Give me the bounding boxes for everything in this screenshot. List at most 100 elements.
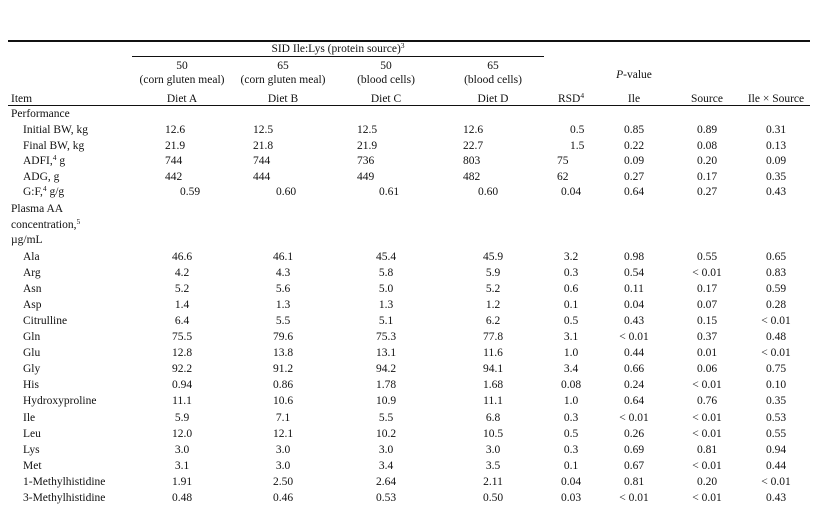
cell-diet-a: 6.4 (174, 315, 190, 328)
cell-p-ile: 0.66 (623, 363, 645, 376)
cell-rsd: 0.1 (563, 299, 579, 312)
cell-p-interaction: 0.55 (765, 427, 787, 440)
diet-d-header: Diet D (477, 93, 509, 105)
cell-p-ile: 0.27 (624, 170, 645, 183)
cell-rsd: 3.1 (563, 331, 579, 344)
cell-diet-b: 10.6 (272, 395, 294, 408)
cell-diet-a: 11.1 (172, 395, 192, 408)
cell-diet-d: 94.1 (482, 363, 504, 376)
cell-p-source: < 0.01 (692, 379, 722, 392)
cell-diet-d: 0.50 (482, 491, 504, 504)
cell-diet-a: 46.6 (171, 251, 193, 263)
row-item-label: Asp (23, 299, 42, 312)
row-item-label: ADFI,4 g (23, 153, 66, 168)
cell-diet-d: 5.9 (485, 267, 501, 280)
cell-diet-a: 442 (165, 170, 183, 183)
cell-diet-c: 1.3 (378, 299, 394, 312)
diet-a-header: Diet A (166, 93, 198, 105)
cell-p-source: < 0.01 (692, 491, 722, 504)
cell-diet-d: 6.2 (485, 315, 501, 328)
cell-p-source: 0.37 (696, 331, 718, 344)
cell-p-ile: 0.81 (623, 475, 645, 488)
cell-diet-b: 46.1 (272, 251, 294, 263)
cell-diet-c: 449 (357, 170, 375, 183)
cell-diet-a: 92.2 (171, 363, 193, 376)
cell-p-source: < 0.01 (692, 459, 722, 472)
cell-p-source: 0.01 (696, 347, 718, 360)
cell-diet-c: 3.4 (378, 459, 394, 472)
cell-diet-c: 5.1 (378, 315, 394, 328)
cell-diet-a: 75.5 (171, 331, 193, 344)
cell-diet-d: 11.6 (483, 347, 503, 360)
cell-diet-a: 1.91 (171, 475, 193, 488)
item-header: Item (11, 93, 33, 105)
diet-c-header: Diet C (370, 93, 402, 105)
cell-p-interaction: 0.65 (765, 251, 787, 263)
group-underline (132, 56, 544, 57)
cell-diet-c: 3.0 (378, 443, 394, 456)
cell-rsd: 0.3 (563, 267, 579, 280)
cell-diet-d: 6.8 (485, 411, 501, 424)
cell-p-source: < 0.01 (692, 267, 722, 280)
cell-diet-c: 1.78 (375, 379, 397, 392)
cell-rsd: 0.6 (563, 283, 579, 296)
cell-diet-d: 803 (463, 155, 481, 168)
cell-diet-b: 1.3 (275, 299, 291, 312)
row-item-label: G:F,4 g/g (23, 184, 65, 199)
cell-p-ile: < 0.01 (619, 491, 649, 504)
row-item-label: 3-Methylhistidine (23, 491, 106, 504)
cell-diet-b: 7.1 (275, 411, 291, 424)
cell-diet-b: 0.86 (272, 379, 294, 392)
cell-rsd: 1.0 (563, 395, 579, 408)
cell-p-source: 0.76 (696, 395, 718, 408)
cell-diet-c: 736 (357, 155, 375, 168)
cell-p-ile: 0.22 (624, 139, 645, 152)
cell-p-interaction: < 0.01 (761, 315, 791, 328)
cell-diet-d: 12.6 (463, 124, 484, 136)
cell-diet-a: 21.9 (165, 139, 186, 152)
cell-rsd: 0.04 (561, 186, 582, 199)
row-item-label: Ala (23, 251, 40, 263)
cell-p-ile: 0.64 (624, 186, 645, 199)
cell-p-interaction: 0.83 (765, 267, 787, 280)
cell-p-interaction: 0.35 (765, 395, 787, 408)
cell-diet-c: 12.5 (357, 124, 378, 136)
ile-header: Ile (627, 93, 641, 105)
cell-p-source: 0.27 (697, 186, 718, 199)
cell-rsd: 0.5 (563, 427, 579, 440)
cell-diet-b: 0.60 (276, 186, 297, 199)
cell-p-interaction: 0.35 (766, 170, 787, 183)
cell-p-interaction: < 0.01 (761, 475, 791, 488)
cell-diet-a: 12.6 (165, 124, 186, 136)
cell-rsd: 0.5 (570, 124, 585, 136)
row-item-label: His (23, 379, 39, 392)
cell-diet-b: 5.5 (275, 315, 291, 328)
row-item-label: Gly (23, 363, 41, 376)
cell-diet-d: 5.2 (485, 283, 501, 296)
cell-diet-d: 2.11 (483, 475, 503, 488)
cell-p-interaction: 0.09 (766, 155, 787, 168)
cell-p-interaction: < 0.01 (761, 347, 791, 360)
cell-diet-d: 3.5 (485, 459, 501, 472)
cell-diet-c: 21.9 (357, 139, 378, 152)
cell-diet-a: 0.59 (180, 186, 201, 199)
cell-diet-b: 21.8 (253, 139, 274, 152)
cell-p-source: 0.20 (696, 475, 718, 488)
row-item-label: Arg (23, 267, 41, 280)
cell-p-interaction: 0.53 (765, 411, 787, 424)
cell-diet-a: 0.48 (171, 491, 193, 504)
cell-p-ile: < 0.01 (619, 411, 649, 424)
section-plasma-unit: µg/mL (11, 234, 43, 246)
cell-p-ile: 0.11 (624, 283, 644, 296)
diet-b-header: Diet B (267, 93, 299, 105)
cell-p-ile: 0.54 (623, 267, 645, 280)
cell-diet-b: 91.2 (272, 363, 294, 376)
cell-diet-c: 0.61 (379, 186, 400, 199)
cell-diet-d: 0.60 (478, 186, 499, 199)
cell-p-source: < 0.01 (692, 411, 722, 424)
row-item-label: Met (23, 459, 42, 472)
cell-diet-a: 12.8 (171, 347, 193, 360)
cell-p-source: 0.55 (696, 251, 718, 263)
cell-p-ile: 0.98 (623, 251, 645, 263)
cell-p-ile: 0.26 (623, 427, 645, 440)
